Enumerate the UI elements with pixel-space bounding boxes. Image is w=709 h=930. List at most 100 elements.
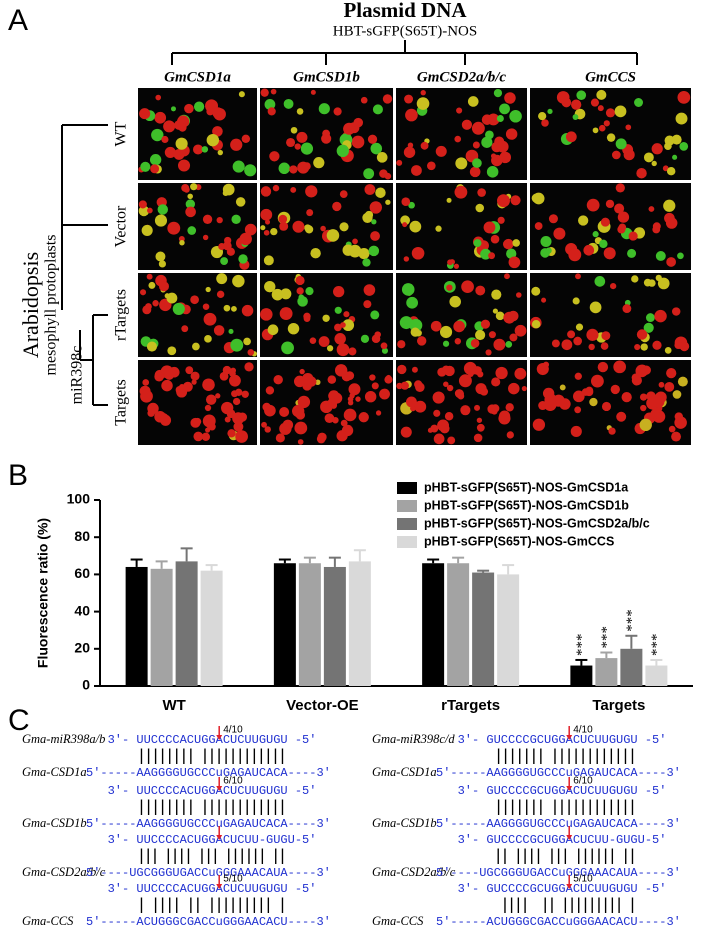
cell <box>289 165 298 174</box>
cell <box>380 342 388 350</box>
cell <box>286 137 296 148</box>
cell <box>663 199 676 212</box>
cell <box>295 275 305 286</box>
cell <box>175 137 188 150</box>
cell <box>400 215 411 226</box>
cell <box>651 143 663 155</box>
cell <box>164 370 175 380</box>
cell <box>588 343 595 351</box>
cell <box>617 225 626 234</box>
significance-label: *** <box>624 609 640 632</box>
cell <box>589 301 602 314</box>
cell <box>510 195 521 206</box>
cell <box>224 416 231 423</box>
cell <box>264 404 276 417</box>
cell <box>461 119 472 130</box>
cell <box>668 425 676 433</box>
cell <box>540 235 552 248</box>
cell <box>506 248 517 259</box>
cell <box>401 283 415 296</box>
cell <box>446 284 453 291</box>
cell <box>508 382 520 395</box>
cell <box>309 337 317 344</box>
cell <box>400 426 412 438</box>
cell <box>278 214 288 224</box>
cell <box>497 216 505 224</box>
x-tick-label: Vector-OE <box>286 697 359 714</box>
cell <box>297 161 310 174</box>
cell <box>414 400 427 413</box>
cell <box>305 287 314 296</box>
cell <box>548 214 558 224</box>
cell <box>154 214 168 227</box>
cell <box>370 310 380 320</box>
cell <box>371 334 381 344</box>
cell <box>226 247 235 256</box>
cell <box>154 111 167 124</box>
cell <box>370 142 383 155</box>
cell <box>205 286 211 293</box>
cell <box>364 210 374 220</box>
target-sequence: 5'-----ACUGGGCGACCuGGGAACACU----3' <box>86 915 331 929</box>
cell <box>664 381 675 392</box>
target-sequence: 5'----UGCGGGUGACCuGGGAAACAUA----3' <box>436 866 681 880</box>
mirna-sequence: 3'- GUCCCCGCUGGACUCUUGUGU -5' <box>458 784 667 798</box>
cell <box>221 401 234 415</box>
cell <box>611 150 621 160</box>
cell <box>480 248 492 260</box>
cell <box>340 419 348 427</box>
cell <box>370 231 380 241</box>
cell <box>333 285 345 298</box>
cell <box>142 379 150 386</box>
cell <box>324 413 335 423</box>
base-pairs: |||||||| |||||||||||| <box>136 747 287 766</box>
cell <box>402 222 408 228</box>
cell <box>292 220 305 233</box>
cell <box>652 340 662 350</box>
cell <box>545 247 552 254</box>
cell <box>190 183 198 191</box>
cell <box>349 392 355 399</box>
cell <box>411 366 418 373</box>
row-group-label: miR398c <box>69 346 86 405</box>
cell <box>672 390 682 399</box>
cell <box>280 288 292 300</box>
cell <box>473 239 482 248</box>
cell <box>336 343 350 357</box>
cell <box>229 370 236 377</box>
cell <box>488 331 496 339</box>
cell <box>320 400 333 414</box>
cell <box>369 374 376 381</box>
cell <box>348 383 361 396</box>
cell <box>489 406 497 414</box>
row-label: Vector <box>113 205 130 247</box>
cell <box>507 310 519 322</box>
cell <box>348 347 357 356</box>
cleavage-arrowhead <box>566 786 573 791</box>
cleavage-ratio: 4/10 <box>223 725 243 736</box>
cell <box>343 122 356 135</box>
cell <box>203 312 217 326</box>
cell <box>474 404 481 411</box>
cell <box>401 197 411 207</box>
cell <box>556 91 570 104</box>
cell <box>166 292 178 304</box>
cell <box>573 336 583 346</box>
cell <box>360 96 368 104</box>
cell <box>232 274 245 288</box>
cell <box>493 88 503 98</box>
cleavage-ratio: 4/10 <box>573 725 593 736</box>
cell <box>271 288 284 301</box>
cell <box>305 185 318 198</box>
target-name: Gma-CSD2a/b/c <box>22 865 106 879</box>
target-sequence: 5'-----AAGGGGUGCCCuGAGAUCACA----3' <box>436 766 681 780</box>
cell <box>613 360 627 374</box>
cell <box>499 410 511 422</box>
cell <box>260 186 272 197</box>
cell <box>371 219 377 225</box>
cell <box>652 225 661 234</box>
cell <box>297 439 304 445</box>
cell <box>578 215 589 226</box>
cell <box>461 280 474 294</box>
cell <box>213 325 225 336</box>
